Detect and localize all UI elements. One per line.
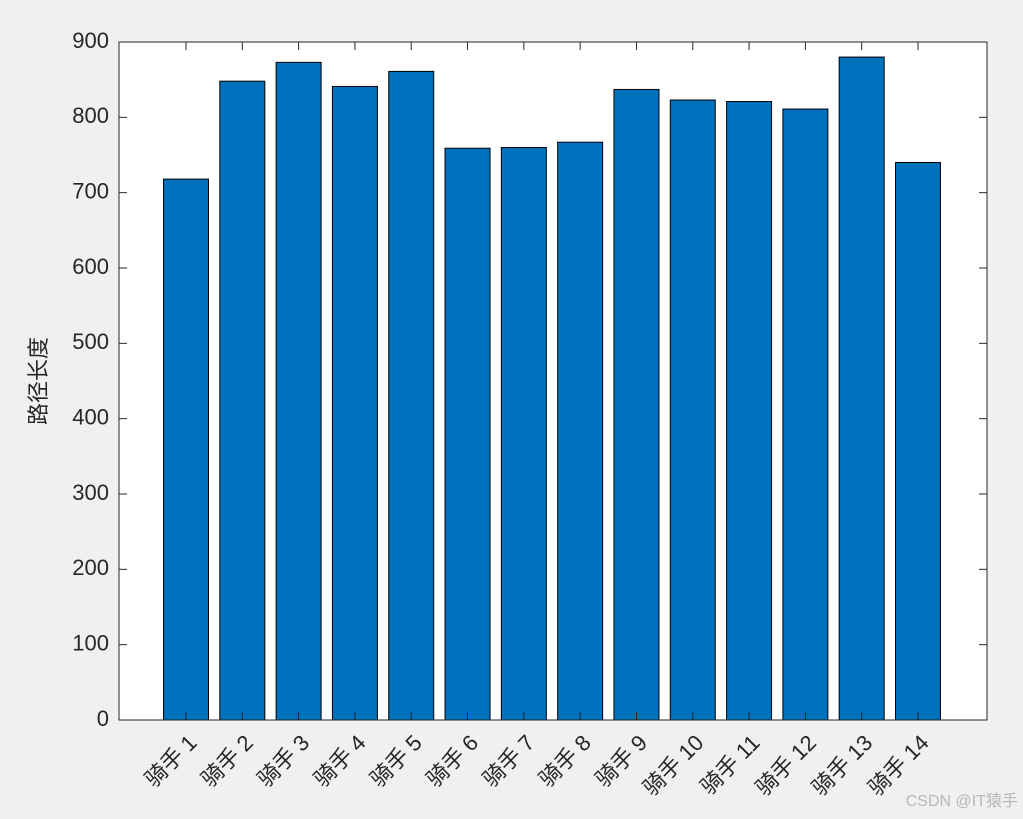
bar xyxy=(331,85,378,721)
bar xyxy=(726,101,773,721)
bar xyxy=(500,146,547,721)
y-tick-label: 600 xyxy=(72,254,109,279)
axes-box xyxy=(118,41,988,721)
bar xyxy=(782,108,829,721)
y-tick-label: 300 xyxy=(72,480,109,505)
x-tick-label: 骑手 2 xyxy=(196,730,258,792)
y-tick-label: 500 xyxy=(72,329,109,354)
x-tick-label: 骑手 8 xyxy=(534,730,596,792)
x-tick-label: 骑手 5 xyxy=(365,730,427,792)
bar xyxy=(275,61,322,721)
bar xyxy=(444,147,491,721)
bar xyxy=(895,162,941,721)
y-tick-label: 700 xyxy=(72,178,109,203)
bar xyxy=(669,99,716,721)
x-tick-label: 骑手 7 xyxy=(478,730,540,792)
y-tick-label: 400 xyxy=(72,404,109,429)
y-tick-label: 100 xyxy=(72,630,109,655)
x-tick-label: 骑手 6 xyxy=(421,730,483,792)
bar xyxy=(163,178,209,721)
bar xyxy=(219,80,266,721)
y-tick-label: 200 xyxy=(72,555,109,580)
watermark: CSDN @IT猿手 xyxy=(906,792,1018,810)
x-tick-label: 骑手 12 xyxy=(751,730,821,800)
y-tick-label: 800 xyxy=(72,103,109,128)
y-tick-label: 0 xyxy=(97,706,109,731)
bar xyxy=(557,141,604,721)
y-axis-label: 路径长度 xyxy=(26,337,51,425)
bar xyxy=(613,88,660,721)
x-tick-label: 骑手 14 xyxy=(863,730,933,800)
x-tick-label: 骑手 1 xyxy=(140,730,202,792)
x-tick-label: 骑手 11 xyxy=(695,730,764,799)
x-tick-label: 骑手 13 xyxy=(807,730,877,800)
y-tick-label: 900 xyxy=(72,28,109,53)
bar xyxy=(838,56,885,721)
x-tick-label: 骑手 3 xyxy=(252,730,314,792)
x-tick-label: 骑手 4 xyxy=(309,730,371,792)
x-tick-label: 骑手 10 xyxy=(638,730,708,800)
bar xyxy=(388,70,435,721)
